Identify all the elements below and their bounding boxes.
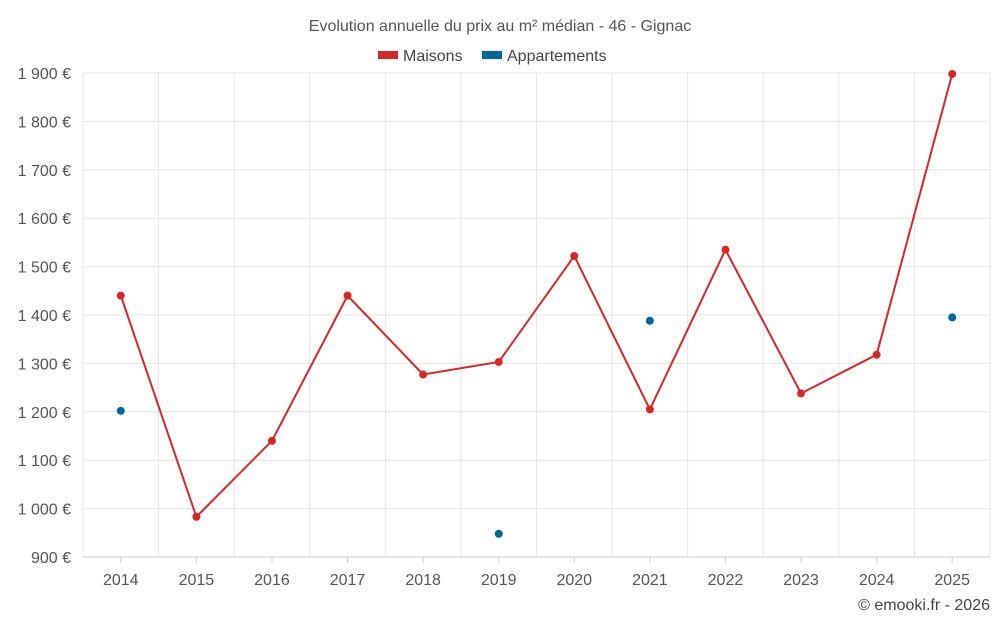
x-axis: 2014 2015 2016 2017 2018 2019 2020 2021 2022 2023… [83, 556, 990, 589]
y-tick-label: 1 200 € [18, 405, 71, 422]
y-tick-label: 1 600 € [18, 211, 71, 228]
series [116, 69, 957, 538]
x-tick-label: 2018 [405, 572, 441, 589]
data-point-maisons[interactable] [948, 69, 957, 78]
x-tick-label: 2025 [934, 572, 970, 589]
data-point-maisons[interactable] [797, 389, 806, 398]
y-tick-label: 1 700 € [18, 163, 71, 180]
legend-swatch-appartements [482, 51, 502, 59]
data-point-maisons[interactable] [343, 291, 352, 300]
data-point-maisons[interactable] [419, 370, 428, 379]
data-point-appartementes[interactable] [116, 406, 125, 415]
y-tick-label: 900 € [31, 550, 71, 567]
x-tick-label: 2015 [179, 572, 215, 589]
y-tick-label: 1 000 € [18, 502, 71, 519]
data-point-maisons[interactable] [192, 512, 201, 521]
grid [82, 72, 991, 558]
data-point-maisons[interactable] [494, 357, 503, 366]
x-tick-label: 2016 [254, 572, 290, 589]
legend-label-appartements[interactable]: Appartements [507, 48, 607, 65]
data-point-appartementes[interactable] [494, 529, 503, 538]
x-tick-label: 2022 [708, 572, 744, 589]
y-tick-label: 1 800 € [18, 114, 71, 131]
series-line-maisons [119, 73, 954, 518]
x-tick-label: 2014 [103, 572, 139, 589]
x-tick-label: 2020 [556, 572, 592, 589]
data-point-maisons[interactable] [872, 350, 881, 359]
data-point-appartementes[interactable] [948, 313, 957, 322]
legend-label-maisons[interactable]: Maisons [403, 48, 463, 65]
x-tick-label: 2023 [783, 572, 819, 589]
legend: Maisons Appartements [378, 48, 607, 65]
data-point-maisons[interactable] [116, 291, 125, 300]
y-tick-label: 1 900 € [18, 66, 71, 83]
y-tick-label: 1 300 € [18, 356, 71, 373]
x-tick-label: 2019 [481, 572, 517, 589]
x-tick-label: 2017 [330, 572, 366, 589]
x-tick-label: 2024 [859, 572, 895, 589]
chart-title: Evolution annuelle du prix au m² médian … [309, 18, 691, 35]
data-point-maisons[interactable] [267, 436, 276, 445]
y-tick-label: 1 400 € [18, 308, 71, 325]
data-point-maisons[interactable] [721, 245, 730, 254]
credit-text: © emooki.fr - 2026 [858, 597, 990, 614]
y-axis: 900 € 1 000 € 1 100 € 1 200 € 1 300 € 1 400 €… [18, 66, 71, 567]
data-point-maisons[interactable] [570, 251, 579, 260]
y-tick-label: 1 100 € [18, 453, 71, 470]
data-point-appartementes[interactable] [645, 316, 654, 325]
data-point-maisons[interactable] [645, 405, 654, 414]
y-tick-label: 1 500 € [18, 260, 71, 277]
x-tick-label: 2021 [632, 572, 668, 589]
legend-swatch-maisons [378, 51, 398, 59]
